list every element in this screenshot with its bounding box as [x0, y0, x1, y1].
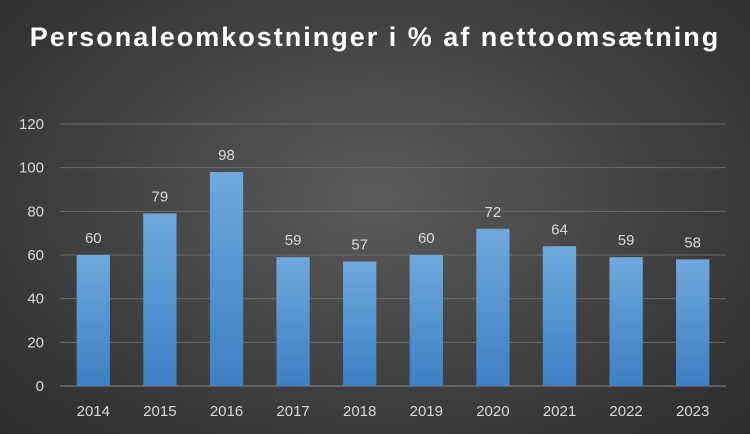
- data-label-2022: 59: [618, 232, 635, 249]
- x-tick-label-2023: 2023: [676, 403, 709, 420]
- x-tick-label-2017: 2017: [276, 403, 309, 420]
- bars: [76, 172, 710, 386]
- x-tick-label-2016: 2016: [210, 403, 243, 420]
- data-label-2018: 57: [351, 237, 368, 254]
- data-label-2016: 98: [218, 147, 235, 164]
- x-axis-ticks: 2014 2015 2016 2017 2018 2019 2020 2021 2022 2023: [77, 403, 710, 420]
- bar-2021: [542, 246, 577, 386]
- data-label-2021: 64: [551, 221, 568, 238]
- bar-2019: [409, 255, 443, 386]
- y-axis-ticks: 0 20 40 60 80 100 120: [19, 116, 44, 395]
- data-label-2023: 58: [684, 234, 701, 251]
- bar-2015: [143, 213, 177, 386]
- x-tick-label-2022: 2022: [609, 403, 642, 420]
- data-label-2019: 60: [418, 230, 435, 247]
- bar-2022: [609, 257, 643, 386]
- chart-title: Personaleomkostninger i % af nettoomsætn…: [29, 22, 721, 52]
- bar-2018: [343, 261, 377, 386]
- y-tick-label: 60: [27, 247, 44, 264]
- bar-2020: [476, 228, 510, 386]
- x-tick-label-2021: 2021: [543, 403, 576, 420]
- y-tick-label: 0: [36, 378, 44, 395]
- data-label-2017: 59: [285, 232, 302, 249]
- y-tick-label: 80: [27, 203, 44, 220]
- x-tick-label-2018: 2018: [343, 403, 376, 420]
- data-labels: 60 79 98 59 57 60 72 64 59 58: [85, 147, 701, 254]
- y-tick-label: 40: [27, 291, 44, 308]
- bar-2023: [676, 259, 710, 386]
- y-tick-label: 100: [19, 160, 44, 177]
- x-tick-label-2019: 2019: [410, 403, 443, 420]
- x-tick-label-2020: 2020: [476, 403, 509, 420]
- bar-2016: [209, 172, 244, 386]
- data-label-2020: 72: [485, 204, 502, 221]
- bar-2017: [276, 257, 310, 386]
- data-label-2015: 79: [152, 189, 169, 206]
- bar-2014: [76, 255, 110, 386]
- y-tick-label: 20: [27, 334, 44, 351]
- x-tick-label-2014: 2014: [77, 403, 110, 420]
- y-tick-label: 120: [19, 116, 44, 133]
- x-tick-label-2015: 2015: [143, 403, 176, 420]
- data-label-2014: 60: [85, 230, 102, 247]
